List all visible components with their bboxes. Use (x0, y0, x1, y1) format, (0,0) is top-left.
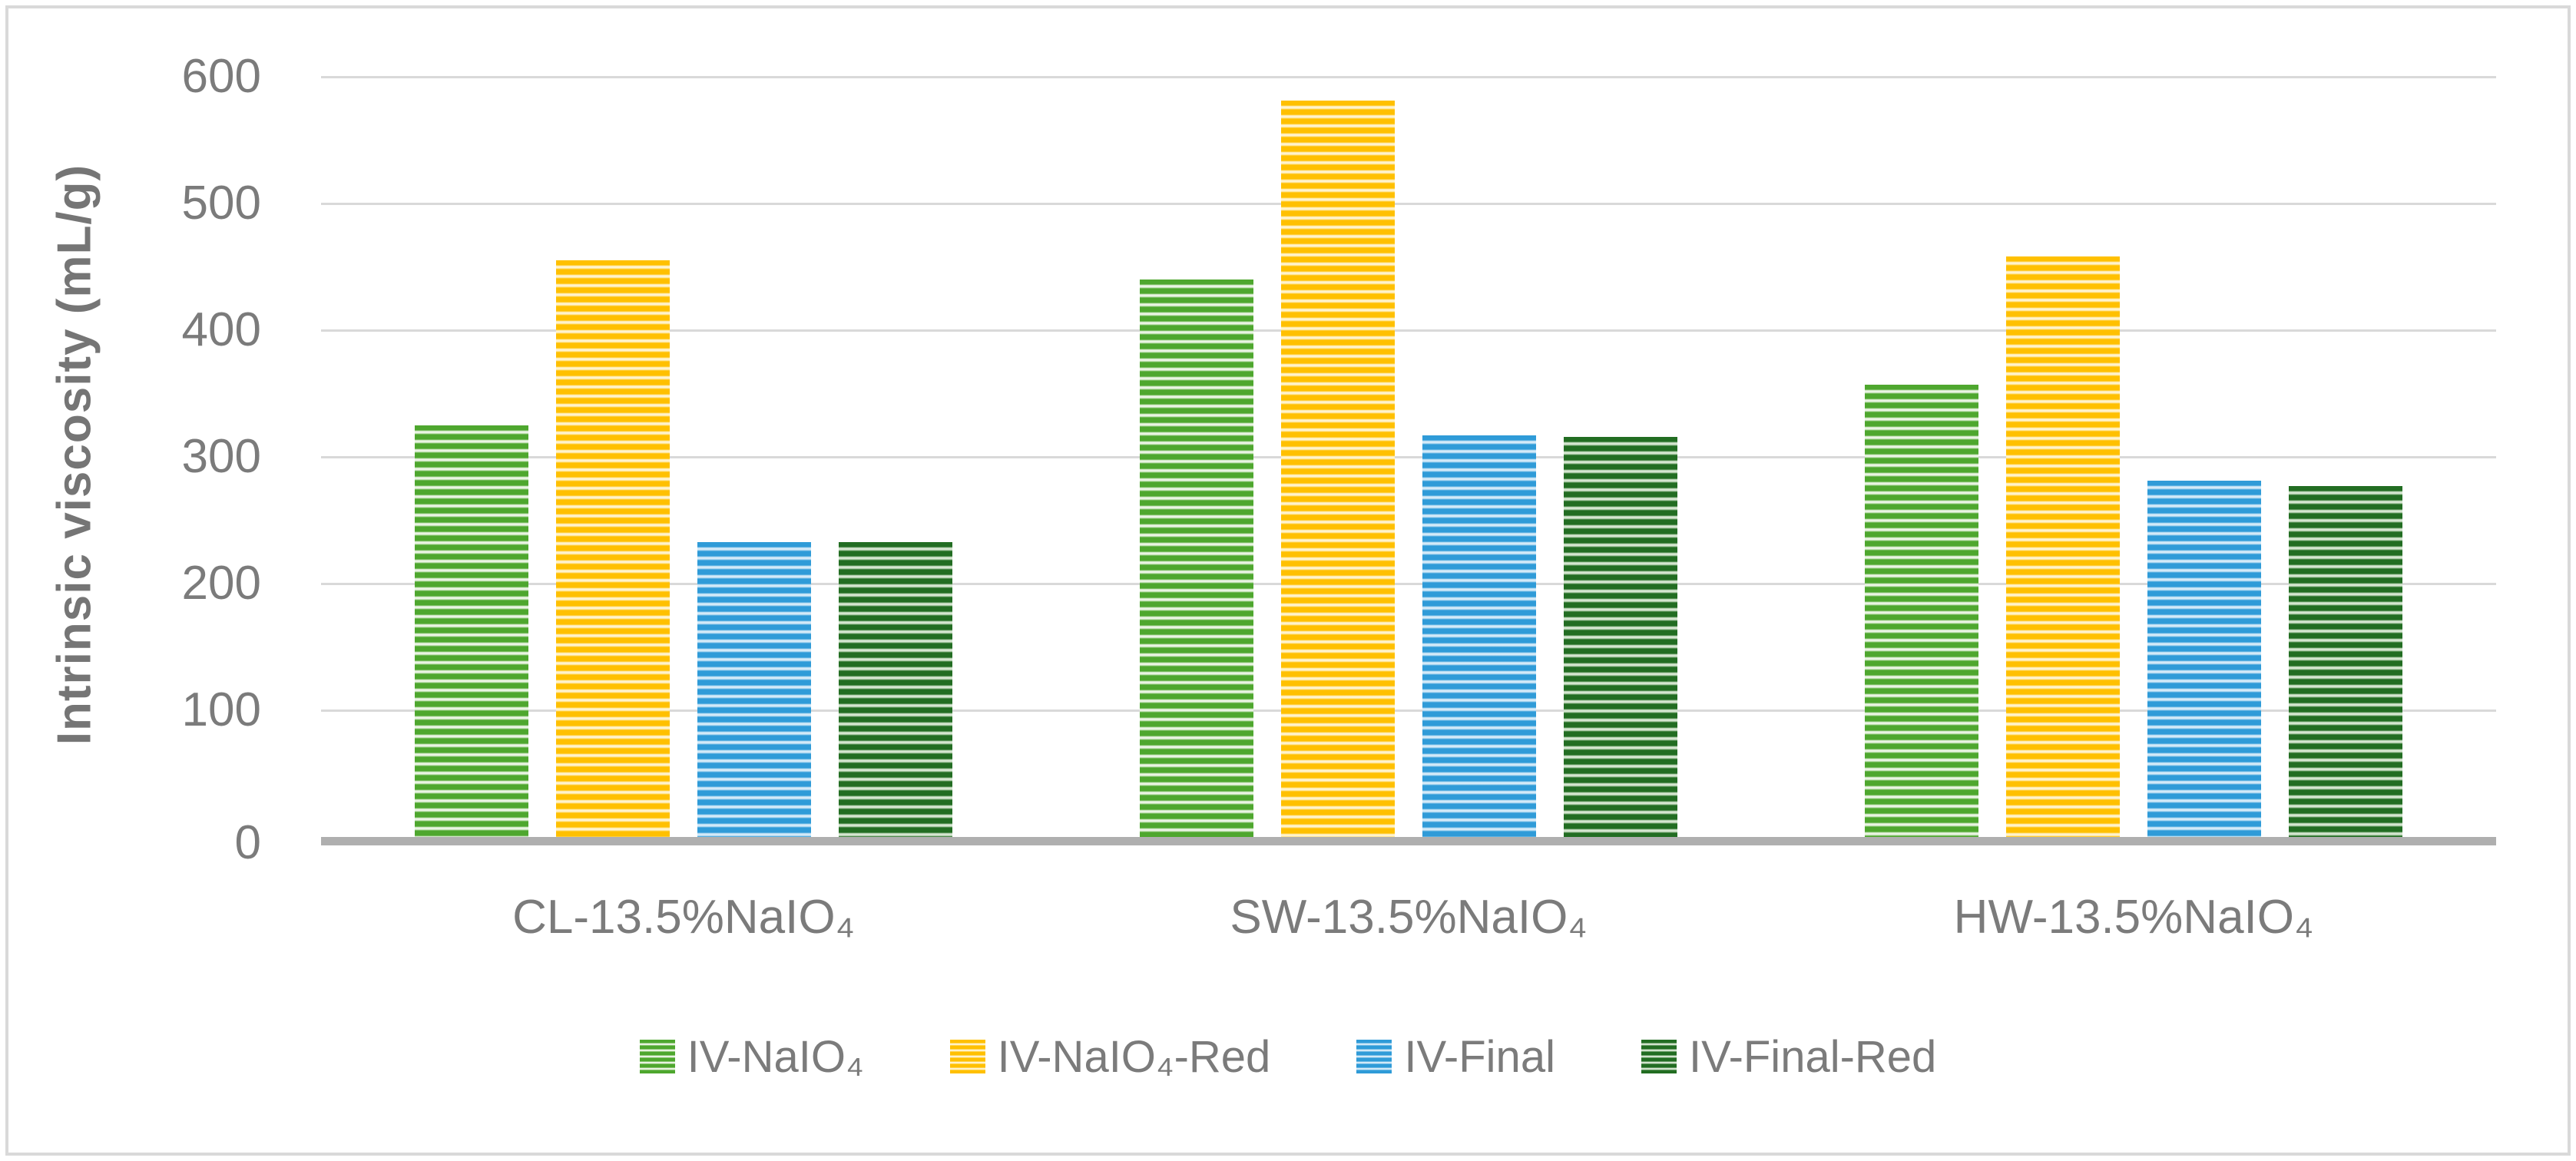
bar (697, 541, 811, 837)
bar (556, 260, 670, 837)
bar (2147, 481, 2261, 837)
chart-border (5, 5, 2571, 1156)
bar (1281, 101, 1395, 837)
legend-item: IV-Final-Red (1641, 1031, 1936, 1083)
legend: IV-NaIO₄ IV-NaIO₄-Red IV-Final IV-Final-Red (0, 1020, 2576, 1093)
bar (839, 541, 952, 837)
legend-item: IV-NaIO₄-Red (949, 1031, 1271, 1083)
bar (2289, 485, 2402, 837)
x-category-label: HW-13.5%NaIO₄ (1953, 891, 2314, 944)
x-category-label: CL-13.5%NaIO₄ (512, 891, 855, 944)
y-tick-label: 400 (181, 303, 261, 356)
y-tick-label: 300 (181, 430, 261, 483)
legend-swatch (639, 1040, 675, 1073)
x-axis-line (321, 837, 2496, 845)
legend-label: IV-NaIO₄ (687, 1031, 864, 1082)
legend-swatch (1641, 1040, 1677, 1073)
legend-label: IV-Final (1404, 1031, 1555, 1082)
bar (1865, 384, 1978, 837)
legend-item: IV-NaIO₄ (639, 1031, 864, 1083)
legend-label: IV-Final-Red (1688, 1031, 1937, 1082)
gridline-500 (321, 202, 2496, 205)
y-tick-label: 500 (181, 177, 261, 230)
bar (1140, 280, 1253, 837)
gridline-300 (321, 455, 2496, 458)
gridline-400 (321, 329, 2496, 332)
bar (415, 425, 528, 837)
gridline-200 (321, 582, 2496, 585)
bar (2006, 256, 2120, 837)
legend-swatch (949, 1040, 985, 1073)
bar (1422, 435, 1536, 837)
legend-item: IV-Final (1356, 1031, 1555, 1083)
legend-swatch (1356, 1040, 1392, 1073)
y-tick-label: 200 (181, 557, 261, 610)
gridline-600 (321, 75, 2496, 78)
y-tick-label: 600 (181, 50, 261, 103)
y-tick-label: 0 (234, 816, 261, 869)
gridline-100 (321, 709, 2496, 712)
bar (1564, 436, 1677, 837)
x-category-label: SW-13.5%NaIO₄ (1230, 891, 1588, 944)
y-tick-label: 100 (181, 683, 261, 736)
legend-label: IV-NaIO₄-Red (997, 1031, 1271, 1082)
